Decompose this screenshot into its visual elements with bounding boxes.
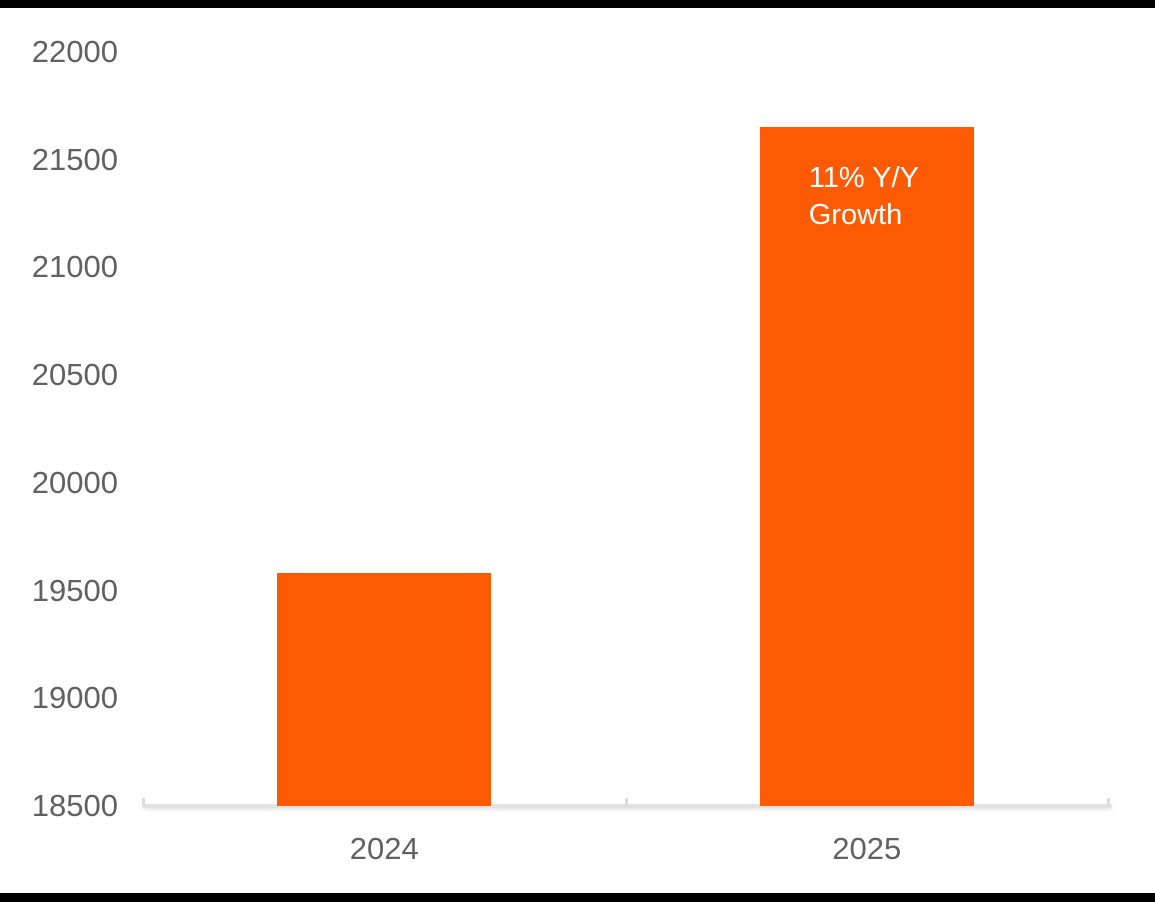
growth-annotation-line: 11% Y/Y: [808, 162, 919, 195]
y-axis-tick-label: 22000: [31, 34, 118, 69]
letterbox-top: [0, 0, 1155, 8]
x-axis-tick: [624, 798, 628, 807]
y-axis-tick-label: 19500: [31, 572, 118, 608]
bar-2025: [759, 127, 974, 806]
growth-annotation: 11% Y/Y Growth: [809, 160, 919, 234]
x-axis-line: [143, 804, 1112, 808]
x-axis-category-label: 2025: [832, 831, 902, 866]
y-axis-tick-label: 21000: [31, 249, 118, 285]
growth-annotation-line: Growth: [808, 199, 903, 232]
x-axis-category-label: 2024: [349, 831, 419, 866]
y-axis-tick-label: 19000: [31, 680, 118, 716]
y-axis-tick-label: 20000: [31, 464, 118, 500]
x-axis-tick: [1107, 798, 1110, 807]
y-axis-tick-label: 21500: [31, 141, 118, 177]
y-axis-tick-label: 18500: [31, 788, 118, 823]
bar-2024: [277, 573, 492, 806]
x-axis-tick: [142, 798, 145, 807]
letterbox-bottom: [0, 893, 1155, 902]
y-axis-tick-label: 20500: [31, 357, 118, 393]
